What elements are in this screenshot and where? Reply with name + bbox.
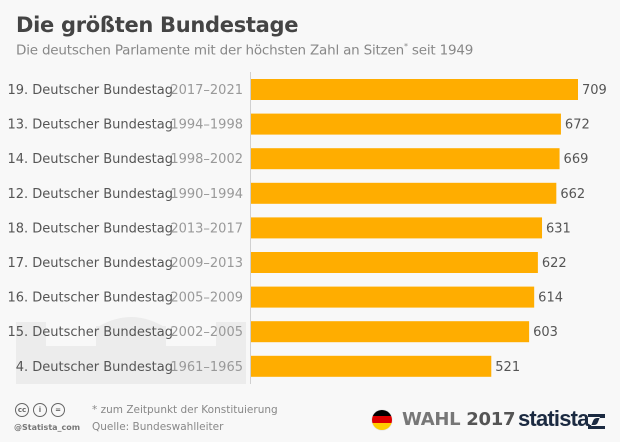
bar	[251, 182, 557, 204]
bar-value-label: 672	[565, 118, 590, 133]
reichstag-watermark-icon	[16, 317, 246, 384]
cc-icon: cc	[15, 403, 29, 417]
period-label: 2002–2005	[170, 325, 243, 340]
chart-title: Die größten Bundestage	[16, 13, 299, 37]
license-icons: cc i =	[15, 403, 65, 417]
bar-value-label: 669	[564, 152, 589, 167]
bar-value-label: 622	[542, 256, 567, 271]
bar	[251, 321, 530, 343]
campaign-label: WAHL 2017	[402, 409, 515, 430]
bar-value-label: 521	[495, 360, 520, 375]
category-label: 14. Deutscher Bundestag	[7, 152, 173, 167]
attribution-icon: i	[33, 403, 47, 417]
category-label: 19. Deutscher Bundestag	[7, 83, 173, 98]
bar-value-label: 614	[538, 291, 563, 306]
flag-stripe	[372, 422, 392, 430]
period-label: 1994–1998	[170, 118, 243, 133]
footnote: * zum Zeitpunkt der Konstituierung	[92, 404, 278, 416]
bar-value-label: 662	[560, 187, 585, 202]
bar-value-label: 709	[582, 83, 607, 98]
bar-value-label: 603	[533, 325, 558, 340]
chart-subtitle: Die deutschen Parlamente mit der höchste…	[16, 42, 473, 59]
subtitle-text: Die deutschen Parlamente mit der höchste…	[16, 42, 404, 59]
flag-stripe	[372, 409, 392, 417]
category-label: 16. Deutscher Bundestag	[7, 291, 173, 306]
bar	[251, 113, 561, 135]
bar	[251, 217, 543, 239]
period-label: 2009–2013	[170, 256, 243, 271]
category-label: 13. Deutscher Bundestag	[7, 118, 173, 133]
statista-logo[interactable]: statista	[518, 406, 589, 431]
subtitle-footnote-marker: *	[404, 42, 408, 51]
subtitle-suffix: seit 1949	[407, 42, 474, 59]
bar	[251, 252, 538, 273]
category-label: 17. Deutscher Bundestag	[7, 256, 173, 271]
period-label: 2005–2009	[170, 291, 243, 306]
flag-stripe	[372, 416, 392, 423]
german-flag-icon	[372, 409, 392, 430]
bar	[251, 148, 560, 170]
period-label: 2013–2017	[170, 221, 243, 236]
campaign-word: WAHL	[402, 409, 461, 430]
bar-value-label: 631	[546, 221, 571, 236]
category-label: 4. Deutscher Bundestag	[16, 360, 173, 375]
statista-handle[interactable]: @Statista_com	[14, 423, 81, 432]
bar	[251, 79, 578, 100]
period-label: 1961–1965	[170, 360, 243, 375]
category-label: 12. Deutscher Bundestag	[7, 187, 173, 202]
bar	[251, 355, 492, 377]
campaign-year: 2017	[466, 409, 516, 430]
bar	[251, 286, 535, 308]
no-derivatives-icon: =	[51, 403, 65, 417]
source-note: Quelle: Bundeswahlleiter	[92, 421, 224, 433]
period-label: 1990–1994	[170, 187, 243, 202]
period-label: 2017–2021	[170, 83, 243, 98]
period-label: 1998–2002	[170, 152, 243, 167]
category-label: 15. Deutscher Bundestag	[7, 325, 173, 340]
statista-logo-icon	[588, 414, 605, 429]
category-label: 18. Deutscher Bundestag	[7, 221, 173, 236]
wahl-2017-badge: WAHL 2017	[372, 409, 515, 430]
